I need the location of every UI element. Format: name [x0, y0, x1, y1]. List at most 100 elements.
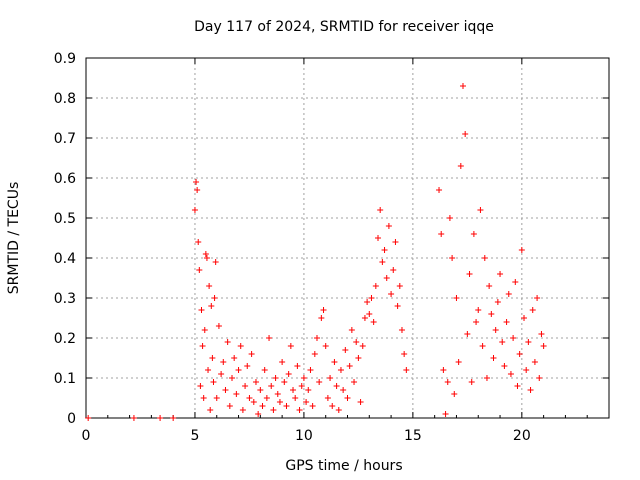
data-point [481, 255, 488, 261]
data-point [377, 207, 384, 213]
data-point [385, 223, 392, 229]
data-point [497, 271, 504, 277]
data-point [390, 267, 397, 273]
data-point [368, 295, 375, 301]
data-point [194, 187, 201, 193]
data-point [274, 391, 281, 397]
data-point [257, 387, 264, 393]
data-point [203, 255, 210, 261]
data-point [307, 367, 314, 373]
data-point [239, 407, 246, 413]
data-point [357, 399, 364, 405]
data-point [208, 303, 215, 309]
data-point [459, 83, 466, 89]
data-point [375, 235, 382, 241]
x-tick-label: 20 [513, 428, 531, 444]
data-point [248, 351, 255, 357]
data-point [324, 395, 331, 401]
data-point [244, 363, 251, 369]
data-point [218, 371, 225, 377]
y-tick-label: 0.2 [54, 331, 76, 347]
data-point [215, 323, 222, 329]
data-point [353, 339, 360, 345]
y-tick-label: 0 [67, 411, 76, 427]
data-point [201, 327, 208, 333]
data-point [392, 239, 399, 245]
data-point [462, 131, 469, 137]
data-point [477, 207, 484, 213]
data-point [436, 187, 443, 193]
data-point [370, 319, 377, 325]
data-point [398, 327, 405, 333]
data-point [381, 247, 388, 253]
data-point [394, 303, 401, 309]
data-point [501, 363, 508, 369]
data-point [514, 383, 521, 389]
data-point [523, 367, 530, 373]
data-point [401, 351, 408, 357]
x-tick-label: 5 [190, 428, 199, 444]
data-point [340, 387, 347, 393]
data-point [453, 295, 460, 301]
data-point [322, 343, 329, 349]
data-point [250, 399, 257, 405]
data-point [361, 315, 368, 321]
data-point [440, 367, 447, 373]
data-point [510, 335, 517, 341]
data-point [300, 375, 307, 381]
x-tick-label: 0 [82, 428, 91, 444]
data-point [470, 231, 477, 237]
data-point [279, 359, 286, 365]
data-point [224, 339, 231, 345]
data-point [486, 283, 493, 289]
data-point [490, 355, 497, 361]
data-point [355, 355, 362, 361]
data-point [130, 415, 137, 421]
data-point [466, 271, 473, 277]
data-point [191, 207, 198, 213]
data-point [344, 395, 351, 401]
data-point [200, 395, 207, 401]
x-axis: 0 5 10 15 20 [82, 58, 588, 444]
data-point [531, 359, 538, 365]
data-point [529, 307, 536, 313]
data-point [197, 383, 204, 389]
data-point [272, 375, 279, 381]
data-point [255, 411, 262, 417]
data-point [327, 375, 334, 381]
data-point [488, 311, 495, 317]
data-point [403, 367, 410, 373]
data-point [268, 383, 275, 389]
data-point [333, 383, 340, 389]
data-point [309, 403, 316, 409]
y-tick-label: 0.1 [54, 371, 76, 387]
data-point [211, 295, 218, 301]
data-point [287, 343, 294, 349]
data-point [285, 371, 292, 377]
data-point [242, 383, 249, 389]
data-point [446, 215, 453, 221]
data-point [457, 163, 464, 169]
data-point [246, 395, 253, 401]
grid-lines [86, 58, 609, 418]
data-point [492, 327, 499, 333]
data-point [311, 351, 318, 357]
y-tick-label: 0.6 [54, 171, 76, 187]
data-point [366, 311, 373, 317]
data-point [536, 375, 543, 381]
data-point [475, 307, 482, 313]
data-point [331, 359, 338, 365]
data-point [451, 391, 458, 397]
data-point [521, 315, 528, 321]
data-point [494, 299, 501, 305]
data-point [157, 415, 164, 421]
data-point [305, 387, 312, 393]
x-axis-label: GPS time / hours [285, 458, 402, 474]
data-point [259, 403, 266, 409]
data-point [235, 367, 242, 373]
data-point [220, 359, 227, 365]
data-point [337, 367, 344, 373]
data-point [252, 379, 259, 385]
y-tick-label: 0.9 [54, 51, 76, 67]
data-point [222, 387, 229, 393]
